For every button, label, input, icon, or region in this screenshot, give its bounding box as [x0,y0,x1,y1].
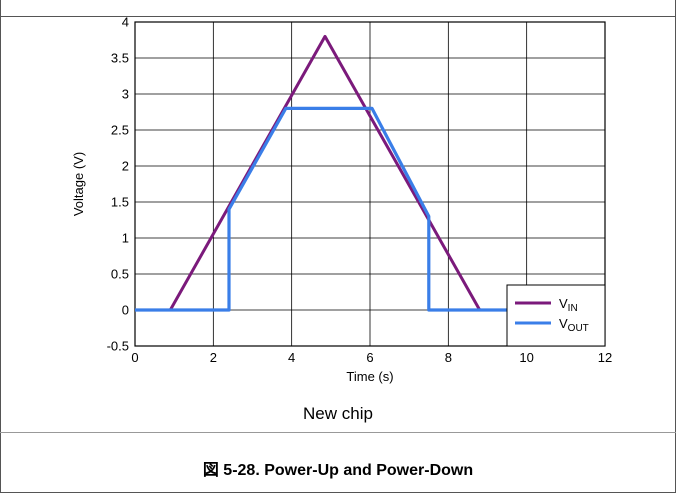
x-tick-label: 4 [288,350,295,365]
chart-subtitle: New chip [303,404,373,423]
x-tick-label: 2 [210,350,217,365]
y-tick-label: 3.5 [111,51,129,66]
y-tick-label: 0.5 [111,267,129,282]
y-tick-label: 0 [122,303,129,318]
series-line-out [135,106,508,312]
y-axis-label: Voltage (V) [71,152,86,216]
series-line-in [135,34,508,312]
x-tick-label: 8 [445,350,452,365]
legend-label: VIN [559,296,578,314]
x-tick-label: 0 [131,350,138,365]
y-tick-label: 4 [122,15,129,30]
y-tick-label: 1 [122,231,129,246]
y-tick-label: 3 [122,87,129,102]
y-tick-label: 2.5 [111,123,129,138]
x-axis-label: Time (s) [346,369,393,384]
x-tick-label: 6 [366,350,373,365]
legend-label: VOUT [559,316,589,334]
x-tick-label: 12 [598,350,612,365]
y-tick-label: 1.5 [111,195,129,210]
x-tick-label: 10 [519,350,533,365]
legend-box [506,284,606,347]
plot-area [134,21,606,347]
y-tick-label: 2 [122,159,129,174]
figure-caption: 図 5-28. Power-Up and Power-Down [202,462,474,479]
y-tick-label: -0.5 [107,339,129,354]
